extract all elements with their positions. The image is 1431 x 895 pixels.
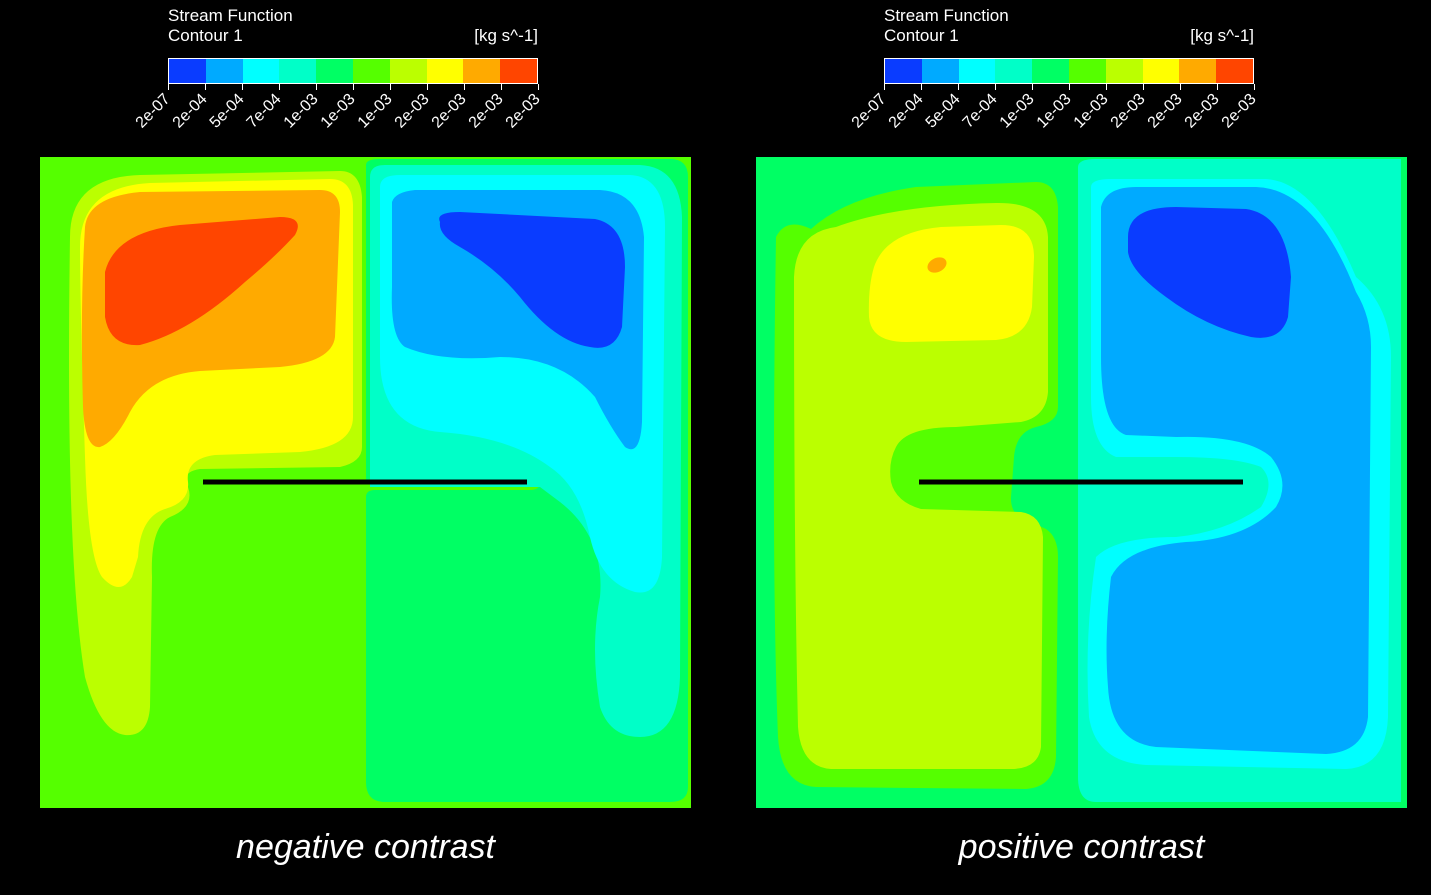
legend-tick-mark (1142, 84, 1144, 90)
legend-tick-mark (957, 84, 959, 90)
contour-plot-svg (40, 157, 691, 808)
legend-color-segment (169, 59, 206, 83)
legend-tick-mark (389, 84, 391, 90)
legend-tick-mark (1068, 84, 1070, 90)
contour-level-region (927, 257, 947, 273)
color-legend-bar (168, 58, 538, 84)
legend-tick-mark (1031, 84, 1033, 90)
contour-plot-svg (756, 157, 1407, 808)
legend-tick-mark (883, 84, 885, 90)
legend-title: Stream Function (884, 6, 1009, 25)
legend-title: Stream Function (168, 6, 293, 25)
legend-subtitle: Contour 1 (884, 26, 959, 45)
contour-level-region (794, 202, 1048, 769)
contour-level-region (1128, 207, 1291, 338)
legend-color-segment (316, 59, 353, 83)
contour-level-region (439, 212, 625, 348)
panel-positive-contrast: Stream Function Contour 1 [kg s^-1] 2e-0… (716, 0, 1416, 895)
legend-tick-mark (1179, 84, 1181, 90)
legend-unit: [kg s^-1] (474, 26, 538, 45)
legend-tick-mark (167, 84, 169, 90)
legend-tick-mark (241, 84, 243, 90)
legend-color-segment (921, 59, 959, 83)
legend-tick-mark (500, 84, 502, 90)
legend-color-segment (1105, 59, 1143, 83)
legend-color-segment (426, 59, 464, 83)
legend-color-segment (242, 59, 280, 83)
legend-tick-mark (920, 84, 922, 90)
legend-tick-mark (426, 84, 428, 90)
legend-color-segment (1032, 59, 1069, 83)
legend-color-segment (205, 59, 243, 83)
legend-tick-mark (204, 84, 206, 90)
legend-color-segment (389, 59, 427, 83)
legend-tick-mark (994, 84, 996, 90)
legend-color-segment (1142, 59, 1180, 83)
legend-color-segment (279, 59, 317, 83)
legend-subtitle: Contour 1 (168, 26, 243, 45)
contour-level-region (868, 225, 1034, 342)
legend-color-segment (500, 59, 537, 83)
legend-unit: [kg s^-1] (1190, 26, 1254, 45)
legend-tick-mark (315, 84, 317, 90)
legend-tick-mark (352, 84, 354, 90)
legend-tick-mark (1253, 84, 1255, 90)
legend-tick-mark (463, 84, 465, 90)
legend-tick-mark (278, 84, 280, 90)
legend-color-segment (885, 59, 922, 83)
plot-caption: negative contrast (236, 828, 495, 866)
legend-tick-mark (537, 84, 539, 90)
legend-color-segment (352, 59, 390, 83)
panel-negative-contrast: Stream Function Contour 1 [kg s^-1] 2e-0… (0, 0, 700, 895)
legend-tick-mark (1105, 84, 1107, 90)
legend-color-segment (1068, 59, 1106, 83)
legend-color-segment (1216, 59, 1253, 83)
legend-color-segment (463, 59, 501, 83)
color-legend-bar (884, 58, 1254, 84)
contour-plot (756, 157, 1407, 808)
legend-tick-mark (1216, 84, 1218, 90)
plot-caption: positive contrast (958, 828, 1205, 866)
legend-color-segment (995, 59, 1033, 83)
contour-level-region (1101, 187, 1371, 754)
contour-level-region (105, 217, 298, 346)
legend-color-segment (1179, 59, 1217, 83)
contour-plot (40, 157, 691, 808)
legend-color-segment (958, 59, 996, 83)
